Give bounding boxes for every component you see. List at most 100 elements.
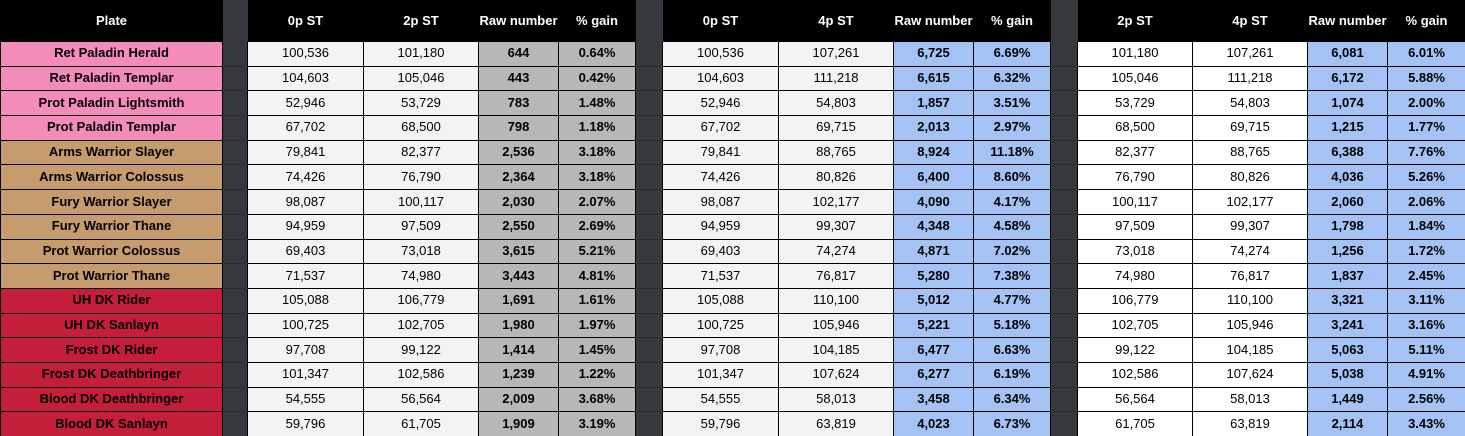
spec-name-cell[interactable]: Ret Paladin Herald bbox=[0, 41, 223, 67]
stat-cell[interactable]: 105,088 bbox=[662, 287, 779, 314]
col-header-g1-0p-st[interactable]: 0p ST bbox=[247, 0, 364, 42]
stat-cell[interactable]: 74,274 bbox=[778, 238, 894, 265]
stat-cell[interactable]: 79,841 bbox=[662, 139, 779, 166]
percent-gain-cell[interactable]: 1.84% bbox=[1387, 213, 1465, 240]
stat-cell[interactable]: 110,100 bbox=[1192, 287, 1308, 314]
percent-gain-cell[interactable]: 2.00% bbox=[1387, 90, 1465, 117]
stat-cell[interactable]: 67,702 bbox=[662, 115, 779, 141]
raw-number-cell[interactable]: 6,400 bbox=[893, 164, 974, 191]
stat-cell[interactable]: 63,819 bbox=[778, 411, 894, 436]
percent-gain-cell[interactable]: 4.17% bbox=[973, 189, 1051, 215]
stat-cell[interactable]: 97,708 bbox=[247, 337, 364, 363]
percent-gain-cell[interactable]: 7.76% bbox=[1387, 139, 1465, 166]
col-header-g3-4p-st[interactable]: 4p ST bbox=[1192, 0, 1308, 42]
raw-number-cell[interactable]: 3,443 bbox=[478, 263, 559, 289]
stat-cell[interactable]: 73,018 bbox=[1077, 238, 1193, 265]
raw-number-cell[interactable]: 1,256 bbox=[1307, 238, 1388, 265]
stat-cell[interactable]: 101,180 bbox=[363, 41, 479, 67]
stat-cell[interactable]: 69,715 bbox=[1192, 115, 1308, 141]
percent-gain-cell[interactable]: 8.60% bbox=[973, 164, 1051, 191]
spec-name-cell[interactable]: Fury Warrior Thane bbox=[0, 213, 223, 240]
stat-cell[interactable]: 101,180 bbox=[1077, 41, 1193, 67]
percent-gain-cell[interactable]: 0.64% bbox=[558, 41, 636, 67]
percent-gain-cell[interactable]: 2.69% bbox=[558, 213, 636, 240]
col-header-g3-percent-gain[interactable]: % gain bbox=[1387, 0, 1465, 42]
raw-number-cell[interactable]: 6,081 bbox=[1307, 41, 1388, 67]
stat-cell[interactable]: 97,509 bbox=[1077, 213, 1193, 240]
stat-cell[interactable]: 56,564 bbox=[1077, 386, 1193, 413]
percent-gain-cell[interactable]: 5.21% bbox=[558, 238, 636, 265]
stat-cell[interactable]: 105,946 bbox=[1192, 312, 1308, 339]
stat-cell[interactable]: 99,122 bbox=[363, 337, 479, 363]
stat-cell[interactable]: 71,537 bbox=[247, 263, 364, 289]
raw-number-cell[interactable]: 1,449 bbox=[1307, 386, 1388, 413]
raw-number-cell[interactable]: 798 bbox=[478, 115, 559, 141]
raw-number-cell[interactable]: 4,090 bbox=[893, 189, 974, 215]
raw-number-cell[interactable]: 783 bbox=[478, 90, 559, 117]
raw-number-cell[interactable]: 1,239 bbox=[478, 361, 559, 388]
stat-cell[interactable]: 94,959 bbox=[247, 213, 364, 240]
stat-cell[interactable]: 59,796 bbox=[662, 411, 779, 436]
raw-number-cell[interactable]: 3,321 bbox=[1307, 287, 1388, 314]
percent-gain-cell[interactable]: 1.48% bbox=[558, 90, 636, 117]
raw-number-cell[interactable]: 6,477 bbox=[893, 337, 974, 363]
stat-cell[interactable]: 54,555 bbox=[662, 386, 779, 413]
stat-cell[interactable]: 97,708 bbox=[662, 337, 779, 363]
stat-cell[interactable]: 80,826 bbox=[778, 164, 894, 191]
percent-gain-cell[interactable]: 6.63% bbox=[973, 337, 1051, 363]
spec-name-cell[interactable]: Ret Paladin Templar bbox=[0, 65, 223, 92]
spec-name-cell[interactable]: Prot Warrior Thane bbox=[0, 263, 223, 289]
col-header-g1-percent-gain[interactable]: % gain bbox=[558, 0, 636, 42]
stat-cell[interactable]: 58,013 bbox=[778, 386, 894, 413]
raw-number-cell[interactable]: 3,615 bbox=[478, 238, 559, 265]
percent-gain-cell[interactable]: 1.45% bbox=[558, 337, 636, 363]
stat-cell[interactable]: 79,841 bbox=[247, 139, 364, 166]
spec-name-cell[interactable]: UH DK Sanlayn bbox=[0, 312, 223, 339]
stat-cell[interactable]: 74,426 bbox=[247, 164, 364, 191]
stat-cell[interactable]: 107,624 bbox=[1192, 361, 1308, 388]
stat-cell[interactable]: 107,261 bbox=[778, 41, 894, 67]
raw-number-cell[interactable]: 1,074 bbox=[1307, 90, 1388, 117]
stat-cell[interactable]: 69,403 bbox=[662, 238, 779, 265]
stat-cell[interactable]: 106,779 bbox=[1077, 287, 1193, 314]
stat-cell[interactable]: 53,729 bbox=[363, 90, 479, 117]
spec-name-cell[interactable]: Fury Warrior Slayer bbox=[0, 189, 223, 215]
stat-cell[interactable]: 107,261 bbox=[1192, 41, 1308, 67]
percent-gain-cell[interactable]: 2.45% bbox=[1387, 263, 1465, 289]
percent-gain-cell[interactable]: 6.69% bbox=[973, 41, 1051, 67]
stat-cell[interactable]: 105,088 bbox=[247, 287, 364, 314]
percent-gain-cell[interactable]: 1.97% bbox=[558, 312, 636, 339]
stat-cell[interactable]: 102,705 bbox=[1077, 312, 1193, 339]
percent-gain-cell[interactable]: 6.73% bbox=[973, 411, 1051, 436]
stat-cell[interactable]: 74,980 bbox=[363, 263, 479, 289]
stat-cell[interactable]: 94,959 bbox=[662, 213, 779, 240]
raw-number-cell[interactable]: 2,013 bbox=[893, 115, 974, 141]
stat-cell[interactable]: 102,177 bbox=[778, 189, 894, 215]
stat-cell[interactable]: 68,500 bbox=[363, 115, 479, 141]
raw-number-cell[interactable]: 2,536 bbox=[478, 139, 559, 166]
stat-cell[interactable]: 69,715 bbox=[778, 115, 894, 141]
percent-gain-cell[interactable]: 4.58% bbox=[973, 213, 1051, 240]
stat-cell[interactable]: 102,586 bbox=[363, 361, 479, 388]
stat-cell[interactable]: 105,946 bbox=[778, 312, 894, 339]
percent-gain-cell[interactable]: 5.11% bbox=[1387, 337, 1465, 363]
raw-number-cell[interactable]: 1,909 bbox=[478, 411, 559, 436]
stat-cell[interactable]: 99,307 bbox=[778, 213, 894, 240]
percent-gain-cell[interactable]: 1.22% bbox=[558, 361, 636, 388]
raw-number-cell[interactable]: 1,414 bbox=[478, 337, 559, 363]
spec-name-cell[interactable]: UH DK Rider bbox=[0, 287, 223, 314]
raw-number-cell[interactable]: 1,691 bbox=[478, 287, 559, 314]
stat-cell[interactable]: 76,817 bbox=[778, 263, 894, 289]
spec-name-cell[interactable]: Arms Warrior Slayer bbox=[0, 139, 223, 166]
raw-number-cell[interactable]: 6,172 bbox=[1307, 65, 1388, 92]
raw-number-cell[interactable]: 443 bbox=[478, 65, 559, 92]
raw-number-cell[interactable]: 3,458 bbox=[893, 386, 974, 413]
stat-cell[interactable]: 54,803 bbox=[778, 90, 894, 117]
raw-number-cell[interactable]: 4,348 bbox=[893, 213, 974, 240]
percent-gain-cell[interactable]: 11.18% bbox=[973, 139, 1051, 166]
percent-gain-cell[interactable]: 4.81% bbox=[558, 263, 636, 289]
stat-cell[interactable]: 104,185 bbox=[1192, 337, 1308, 363]
stat-cell[interactable]: 101,347 bbox=[247, 361, 364, 388]
stat-cell[interactable]: 74,426 bbox=[662, 164, 779, 191]
spec-name-cell[interactable]: Frost DK Deathbringer bbox=[0, 361, 223, 388]
